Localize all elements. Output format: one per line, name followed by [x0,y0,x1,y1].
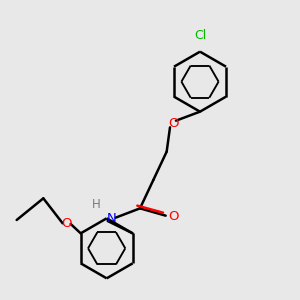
Text: Cl: Cl [194,29,206,42]
Text: O: O [168,117,178,130]
Text: O: O [61,217,72,230]
Text: O: O [168,210,179,223]
Text: H: H [92,199,101,212]
Text: N: N [107,212,116,225]
